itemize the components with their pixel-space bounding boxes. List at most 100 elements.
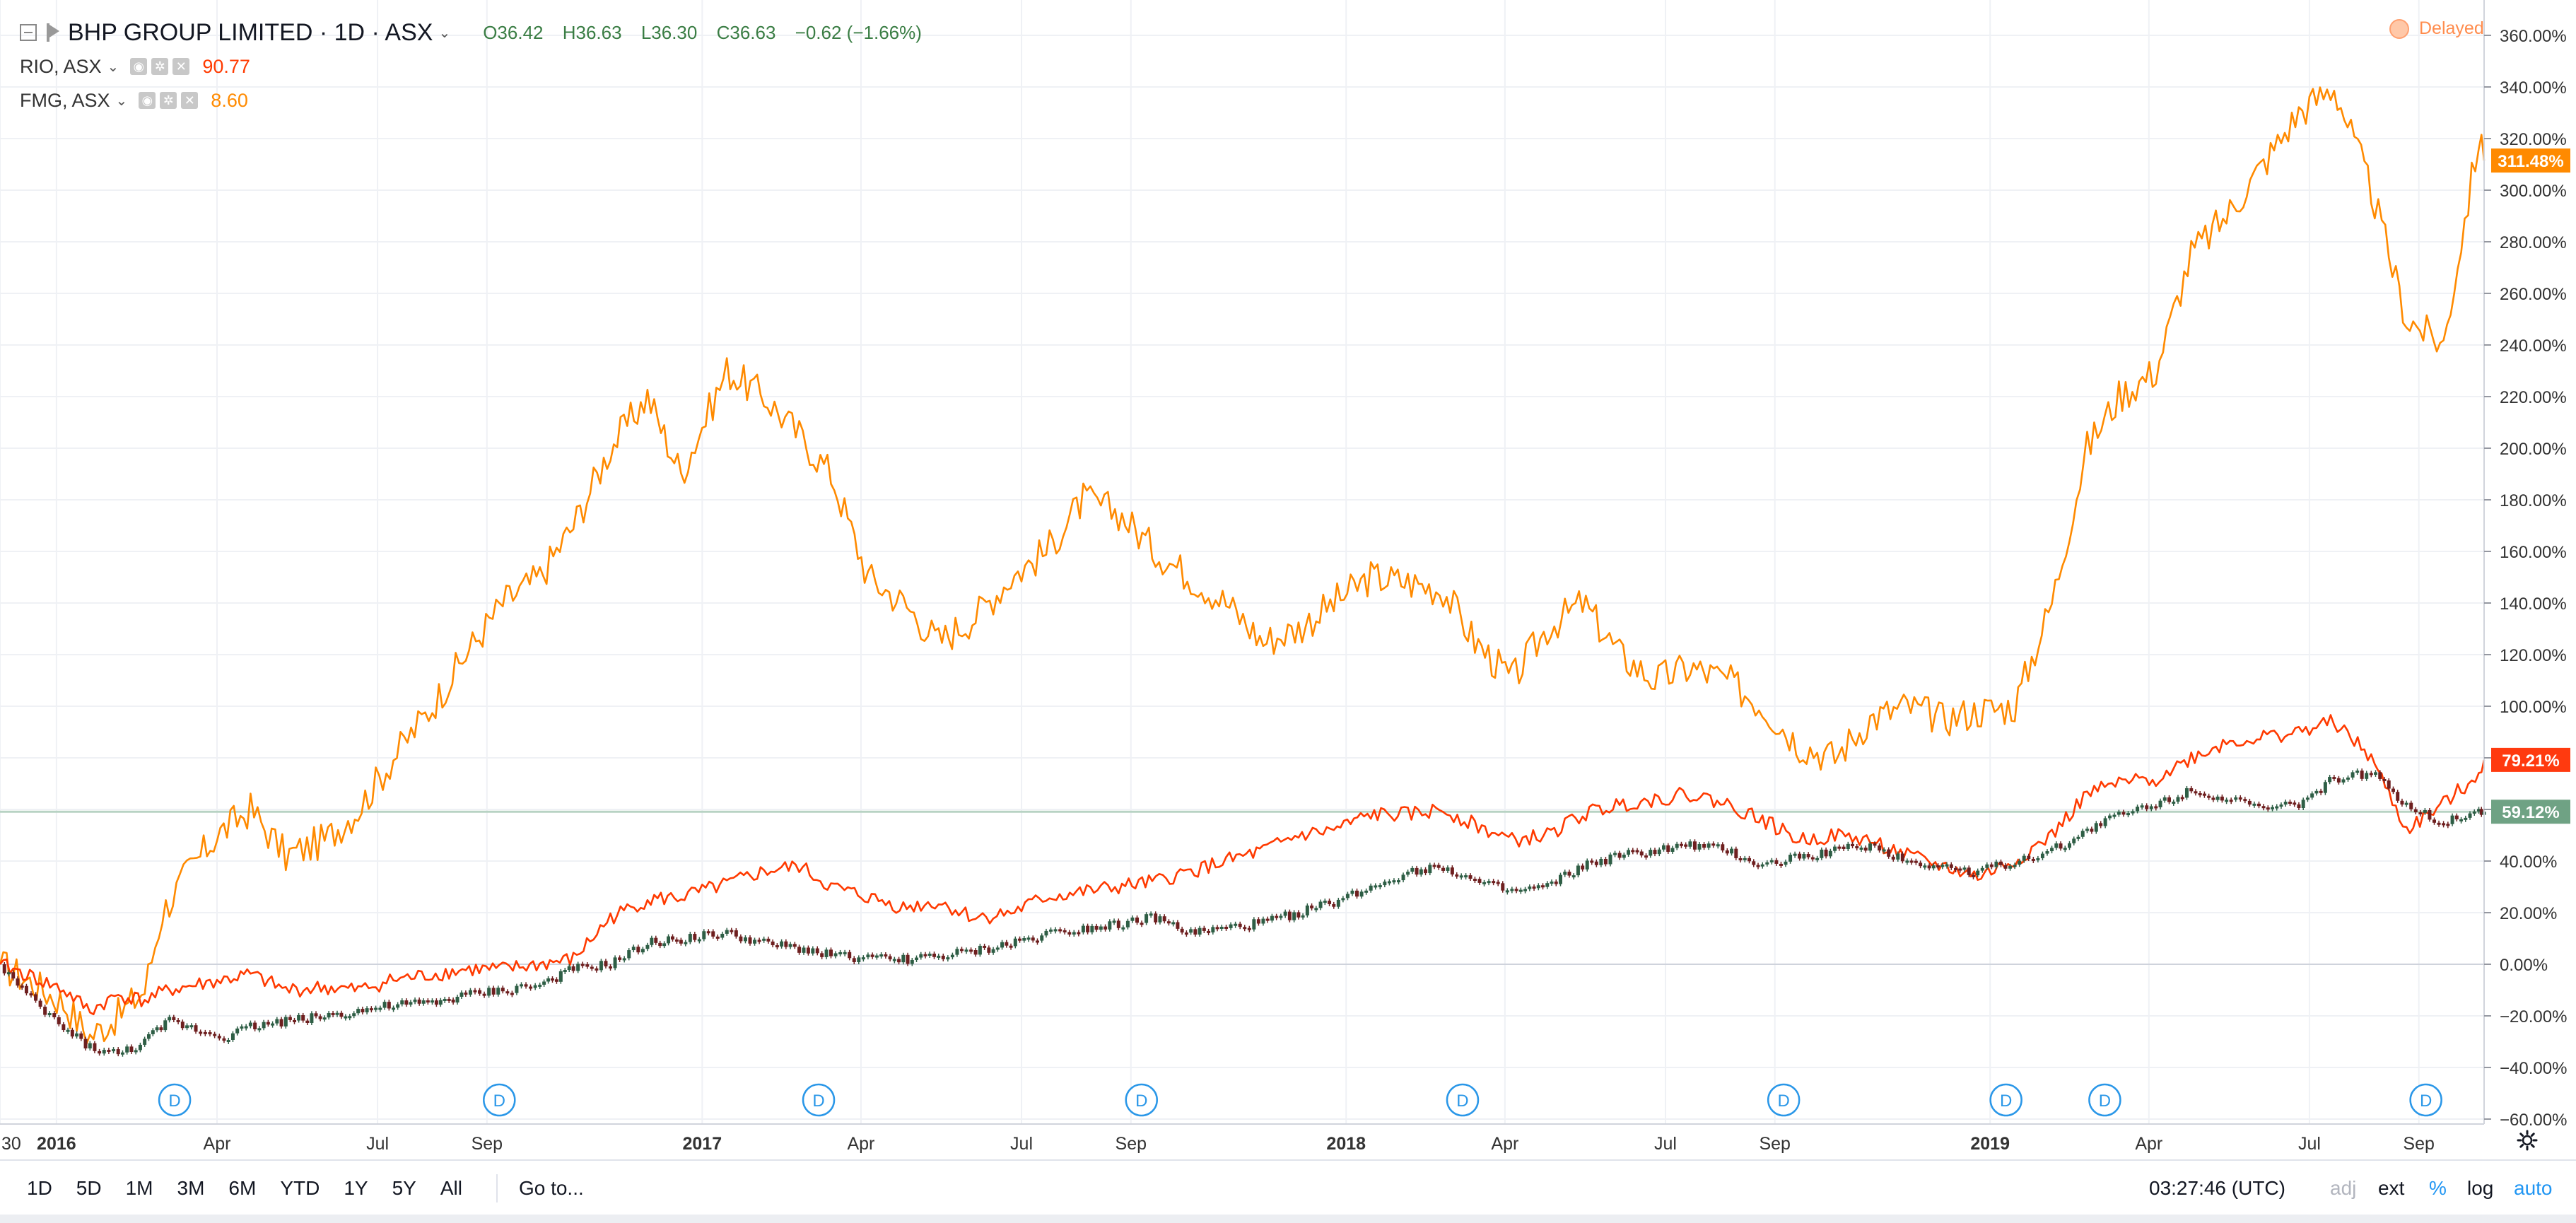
bhp-candle bbox=[125, 1046, 129, 1053]
y-tick-label: 340.00% bbox=[2500, 78, 2567, 98]
utc-clock[interactable]: 03:27:46 (UTC) bbox=[2149, 1177, 2285, 1199]
bhp-candle bbox=[2085, 829, 2089, 831]
delayed-dot-icon bbox=[2389, 18, 2409, 39]
eye-icon[interactable]: ◉ bbox=[139, 92, 156, 109]
delayed-indicator[interactable]: Delayed bbox=[2389, 18, 2484, 39]
range-button-ytd[interactable]: YTD bbox=[280, 1177, 320, 1199]
percent-scale-toggle[interactable]: % bbox=[2429, 1177, 2447, 1199]
range-button-5d[interactable]: 5D bbox=[76, 1177, 102, 1199]
main-series-title[interactable]: BHP GROUP LIMITED · 1D · ASX bbox=[68, 18, 433, 46]
last-value-badge bbox=[2491, 148, 2570, 173]
bhp-candle bbox=[1730, 848, 1734, 854]
bhp-candle bbox=[2297, 804, 2301, 808]
gear-icon[interactable]: ✲ bbox=[151, 58, 169, 75]
flag-icon[interactable] bbox=[47, 23, 61, 42]
chevron-down-icon[interactable]: ⌄ bbox=[115, 93, 128, 109]
chevron-down-icon[interactable]: ⌄ bbox=[107, 59, 119, 75]
eye-icon[interactable]: ◉ bbox=[130, 58, 148, 75]
bhp-candle bbox=[1734, 848, 1738, 858]
close-icon[interactable]: ✕ bbox=[181, 92, 199, 109]
bhp-candle bbox=[2202, 793, 2206, 796]
bhp-candle bbox=[1387, 881, 1391, 884]
bhp-candle bbox=[1211, 927, 1215, 932]
bhp-candle bbox=[1738, 858, 1743, 860]
bhp-candle bbox=[38, 1000, 42, 1007]
bhp-candle bbox=[892, 959, 896, 961]
bhp-candle bbox=[451, 999, 455, 1003]
gear-icon[interactable]: ✲ bbox=[160, 92, 177, 109]
bhp-candle bbox=[1914, 860, 1918, 863]
bhp-candle bbox=[1162, 916, 1166, 922]
x-tick-label: Apr bbox=[2135, 1134, 2162, 1154]
bhp-candle bbox=[413, 999, 417, 1002]
range-button-1m[interactable]: 1M bbox=[125, 1177, 153, 1199]
range-button-1d[interactable]: 1D bbox=[27, 1177, 52, 1199]
bhp-candle bbox=[430, 1000, 434, 1003]
bhp-candle bbox=[1279, 915, 1283, 918]
x-tick-label: 2019 bbox=[1970, 1134, 2010, 1154]
bhp-candle bbox=[426, 1000, 430, 1003]
bhp-candle bbox=[1846, 843, 1850, 849]
bhp-candle bbox=[510, 993, 514, 995]
bhp-candle bbox=[1833, 846, 1837, 851]
close-icon[interactable]: ✕ bbox=[172, 58, 190, 75]
range-button-1y[interactable]: 1Y bbox=[344, 1177, 368, 1199]
compare-symbol-fmg[interactable]: FMG, ASX bbox=[20, 89, 110, 111]
gear-icon[interactable] bbox=[2517, 1130, 2538, 1151]
compare-value-fmg: 8.60 bbox=[211, 89, 248, 111]
adj-toggle[interactable]: adj bbox=[2330, 1177, 2357, 1199]
bhp-candle bbox=[203, 1031, 207, 1034]
ext-toggle[interactable]: ext bbox=[2378, 1177, 2405, 1199]
bhp-candle bbox=[1954, 867, 1958, 870]
bhp-candle bbox=[2387, 780, 2391, 789]
bhp-candle bbox=[2479, 809, 2483, 815]
range-button-5y[interactable]: 5Y bbox=[392, 1177, 416, 1199]
bhp-candle bbox=[1081, 925, 1085, 932]
bhp-candle bbox=[314, 1013, 318, 1017]
bhp-candle bbox=[1378, 885, 1382, 888]
compare-symbol-rio[interactable]: RIO, ASX bbox=[20, 55, 102, 77]
bhp-candle bbox=[244, 1026, 248, 1029]
x-tick-label: Sep bbox=[1759, 1134, 1790, 1154]
range-button-3m[interactable]: 3M bbox=[177, 1177, 205, 1199]
dividend-marker bbox=[1989, 1083, 2022, 1117]
bhp-candle bbox=[2, 964, 6, 973]
bhp-candle bbox=[2018, 860, 2022, 865]
bhp-candle bbox=[631, 947, 636, 951]
bhp-candle bbox=[1815, 858, 1820, 860]
bhp-candle bbox=[554, 979, 558, 982]
bhp-candle bbox=[654, 937, 658, 943]
bhp-candle bbox=[1688, 841, 1692, 847]
bhp-candle bbox=[1383, 882, 1387, 886]
bhp-candle bbox=[2374, 772, 2378, 775]
y-tick-label: 320.00% bbox=[2500, 130, 2567, 149]
bhp-candle bbox=[838, 952, 843, 954]
bhp-candle bbox=[120, 1052, 124, 1055]
chevron-down-icon[interactable]: ⌄ bbox=[438, 25, 451, 41]
range-button-all[interactable]: All bbox=[440, 1177, 462, 1199]
bhp-candle bbox=[580, 964, 585, 966]
range-button-6m[interactable]: 6M bbox=[228, 1177, 257, 1199]
collapse-legend-button[interactable] bbox=[20, 24, 37, 41]
bhp-candle bbox=[93, 1043, 97, 1051]
bhp-candle bbox=[802, 947, 806, 953]
dividend-label: D bbox=[1456, 1092, 1468, 1111]
bhp-candle bbox=[2442, 823, 2446, 826]
bhp-candle bbox=[959, 949, 964, 952]
bhp-candle bbox=[1567, 872, 1571, 876]
dividend-label: D bbox=[812, 1092, 824, 1111]
bhp-candle bbox=[473, 990, 477, 993]
go-to-button[interactable]: Go to... bbox=[518, 1177, 584, 1199]
bhp-candle bbox=[1184, 932, 1188, 935]
bhp-candle bbox=[2050, 848, 2054, 852]
log-scale-toggle[interactable]: log bbox=[2467, 1177, 2494, 1199]
last-value-badge-label: 311.48% bbox=[2498, 152, 2563, 171]
bhp-candle bbox=[2293, 802, 2297, 805]
bhp-candle bbox=[1900, 853, 1904, 862]
bhp-candle bbox=[361, 1009, 365, 1012]
bhp-candle bbox=[275, 1019, 279, 1024]
bhp-candle bbox=[1706, 843, 1711, 848]
bhp-candle bbox=[107, 1050, 111, 1053]
auto-scale-toggle[interactable]: auto bbox=[2514, 1177, 2553, 1199]
